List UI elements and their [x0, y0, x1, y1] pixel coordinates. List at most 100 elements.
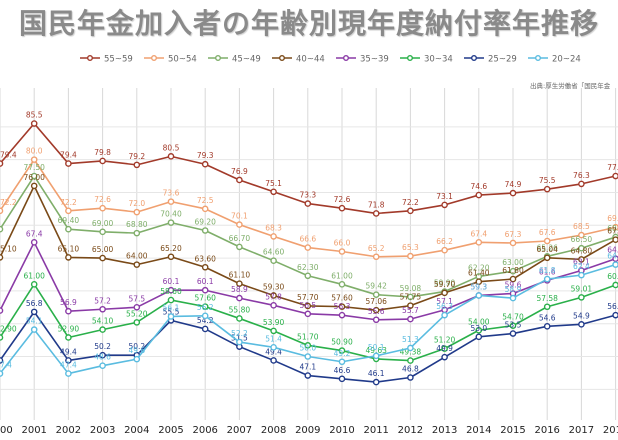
- data-point-0-15: [509, 189, 517, 197]
- data-point-1-2: [65, 207, 72, 215]
- data-label-2-10: 61.00: [331, 271, 353, 280]
- data-point-7-13: [441, 311, 448, 319]
- data-label-1-1: 80.0: [26, 147, 43, 156]
- data-point-4-11: [372, 316, 380, 324]
- source-note: 出典:厚生労働省「国民年金: [530, 81, 611, 90]
- data-label-2-12: 59.08: [400, 284, 422, 293]
- data-label-6-5: 55.5: [163, 307, 180, 316]
- data-point-1-11: [372, 253, 380, 261]
- data-point-3-18: [612, 236, 618, 243]
- data-point-5-12: [407, 357, 414, 364]
- data-label-3-6: 63.60: [194, 254, 216, 263]
- data-label-5-1: 61.00: [23, 271, 45, 280]
- data-point-2-6: [201, 227, 209, 234]
- data-label-5-12: 49.38: [400, 348, 422, 357]
- x-tick-label-2: 2002: [56, 425, 81, 436]
- data-point-7-9: [304, 353, 312, 360]
- data-point-1-15: [509, 239, 517, 247]
- x-tick-label-6: 2006: [192, 425, 217, 436]
- data-point-6-2: [65, 357, 72, 364]
- data-point-1-18: [612, 223, 618, 231]
- data-point-7-12: [407, 344, 414, 352]
- data-point-2-10: [338, 281, 346, 288]
- data-label-1-9: 66.6: [299, 235, 316, 244]
- data-label-7-9: 50.0: [299, 344, 316, 353]
- data-label-0-11: 71.8: [368, 200, 385, 209]
- data-label-0-7: 76.9: [231, 167, 248, 176]
- data-point-1-0: [0, 207, 4, 215]
- data-label-4-16: 61.6: [539, 267, 556, 276]
- data-label-6-14: 53.0: [470, 324, 487, 333]
- data-label-5-7: 55.80: [229, 305, 251, 314]
- data-label-7-16: 61.8: [539, 266, 556, 275]
- legend-swatch-marker-4: [343, 55, 350, 62]
- data-point-1-4: [133, 208, 141, 216]
- legend-swatch-marker-0: [86, 55, 93, 62]
- data-label-5-16: 57.58: [536, 294, 558, 303]
- data-point-1-12: [407, 252, 414, 260]
- data-point-7-18: [612, 261, 618, 268]
- legend-swatch-marker-7: [535, 55, 542, 62]
- data-point-1-6: [201, 205, 209, 213]
- data-point-7-14: [475, 292, 483, 299]
- data-point-2-12: [407, 293, 414, 301]
- data-point-7-6: [201, 312, 209, 320]
- data-label-5-8: 53.90: [263, 318, 285, 327]
- data-label-0-6: 79.3: [197, 151, 214, 160]
- data-point-4-4: [133, 303, 141, 311]
- data-label-4-2: 56.9: [60, 298, 77, 307]
- data-label-7-15: 58.9: [505, 285, 522, 294]
- data-label-2-15: 63.00: [502, 258, 524, 267]
- data-point-4-8: [270, 302, 277, 309]
- data-point-0-13: [441, 201, 448, 209]
- data-label-4-14: 59.3: [470, 282, 487, 291]
- data-point-5-14: [475, 326, 483, 334]
- data-point-7-8: [270, 344, 277, 351]
- data-label-4-18: 64.9: [607, 246, 618, 255]
- data-label-1-17: 68.5: [573, 222, 590, 231]
- data-point-6-9: [304, 372, 312, 379]
- data-point-7-3: [99, 362, 106, 369]
- data-label-0-17: 76.3: [573, 171, 590, 180]
- x-tick-label-16: 2016: [534, 425, 559, 436]
- data-point-4-6: [201, 286, 209, 294]
- data-label-1-0: 72.2: [0, 198, 17, 207]
- data-point-3-1: [30, 182, 38, 190]
- data-point-0-9: [304, 200, 312, 207]
- data-label-5-14: 54.00: [468, 317, 490, 326]
- data-label-3-18: 67.8: [607, 227, 618, 236]
- data-point-0-17: [578, 180, 585, 188]
- data-point-2-8: [270, 257, 277, 264]
- x-tick-label-4: 2004: [124, 425, 149, 436]
- data-label-6-4: 50.2: [128, 342, 145, 351]
- data-label-6-11: 46.1: [368, 369, 385, 378]
- data-point-4-5: [167, 286, 175, 294]
- data-point-6-8: [270, 357, 277, 364]
- data-label-0-1: 85.5: [26, 111, 43, 120]
- x-tick-label-9: 2009: [295, 425, 320, 436]
- data-label-7-4: 49.6: [128, 346, 145, 355]
- data-point-6-3: [99, 351, 106, 359]
- data-point-5-10: [338, 347, 346, 354]
- data-label-4-7: 58.9: [231, 285, 248, 294]
- x-tick-label-10: 2010: [329, 425, 354, 436]
- data-point-3-17: [578, 256, 585, 263]
- data-label-4-3: 57.2: [94, 296, 111, 305]
- legend-swatch-marker-5: [407, 55, 414, 62]
- data-point-3-14: [475, 278, 483, 285]
- data-label-7-3: 48.6: [94, 353, 111, 362]
- data-point-6-14: [475, 333, 483, 341]
- data-point-0-12: [407, 207, 414, 215]
- data-label-5-11: 49.63: [365, 346, 387, 355]
- data-label-6-8: 49.4: [265, 347, 282, 356]
- data-point-7-16: [543, 275, 551, 283]
- data-point-5-0: [0, 334, 4, 341]
- data-point-1-1: [30, 156, 38, 163]
- data-label-7-18: 64.0: [607, 252, 618, 261]
- data-point-6-10: [338, 375, 346, 383]
- data-point-7-5: [167, 313, 175, 320]
- data-label-0-4: 79.2: [128, 152, 145, 161]
- data-label-7-17: 62.4: [573, 262, 590, 271]
- x-tick-label-12: 2012: [398, 425, 423, 436]
- data-label-6-2: 49.4: [60, 347, 77, 356]
